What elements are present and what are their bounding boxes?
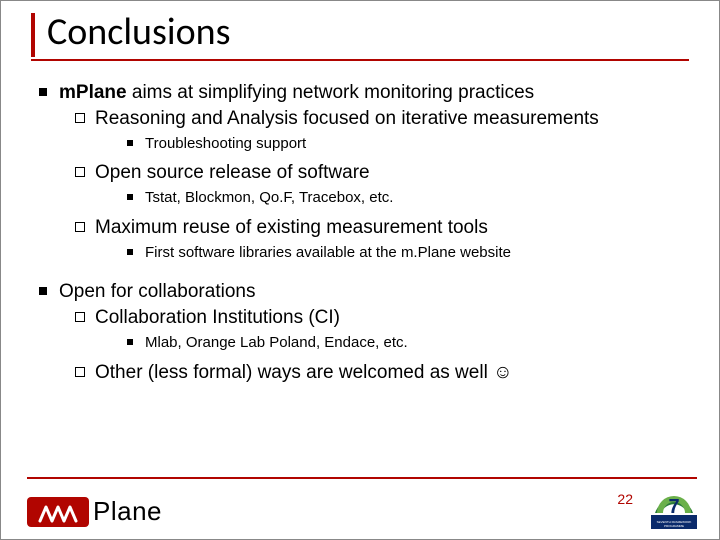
footer-line	[27, 477, 697, 479]
logo-badge	[27, 497, 89, 527]
bullet-subsub-2a-i: Mlab, Orange Lab Poland, Endace, etc.	[145, 334, 689, 353]
logo-text: Plane	[93, 496, 162, 527]
bullet-sub-2b: Other (less formal) ways are welcomed as…	[95, 361, 689, 385]
footer: Plane 22 7 SEVENTH FRAMEWORK PROGRAMME	[27, 477, 697, 529]
bullet-sub-2a: Collaboration Institutions (CI)	[95, 306, 689, 330]
slide-title: Conclusions	[47, 13, 689, 53]
bullet-sub-1b: Open source release of software	[95, 161, 689, 185]
slide: Conclusions mPlane aims at simplifying n…	[0, 0, 720, 540]
bullet-subsub-1b-i: Tstat, Blockmon, Qo.F, Tracebox, etc.	[145, 189, 689, 208]
bullet-subsub-1a-i: Troubleshooting support	[145, 135, 689, 154]
bullet-sub-1c: Maximum reuse of existing measurement to…	[95, 216, 689, 240]
content-body: mPlane aims at simplifying network monit…	[37, 81, 689, 386]
page-number: 22	[617, 491, 633, 507]
spacer	[37, 270, 689, 280]
fp7-logo: 7 SEVENTH FRAMEWORK PROGRAMME	[651, 483, 697, 529]
fp7-digit: 7	[668, 496, 679, 518]
logo-badge-icon	[38, 501, 78, 523]
bullet-subsub-1c-i: First software libraries available at th…	[145, 244, 689, 263]
bullet-main-2: Open for collaborations	[59, 280, 689, 304]
title-underline	[31, 59, 689, 61]
svg-text:PROGRAMME: PROGRAMME	[664, 524, 684, 528]
bullet-sub-1a: Reasoning and Analysis focused on iterat…	[95, 107, 689, 131]
fp7-icon: 7 SEVENTH FRAMEWORK PROGRAMME	[651, 483, 697, 529]
title-area: Conclusions	[31, 13, 689, 61]
bullet-main-1: mPlane aims at simplifying network monit…	[59, 81, 689, 105]
title-bar: Conclusions	[31, 13, 689, 57]
bullet-main-1-rest: aims at simplifying network monitoring p…	[127, 82, 535, 103]
bold-project-name: mPlane	[59, 82, 127, 103]
mplane-logo: Plane	[27, 496, 162, 527]
